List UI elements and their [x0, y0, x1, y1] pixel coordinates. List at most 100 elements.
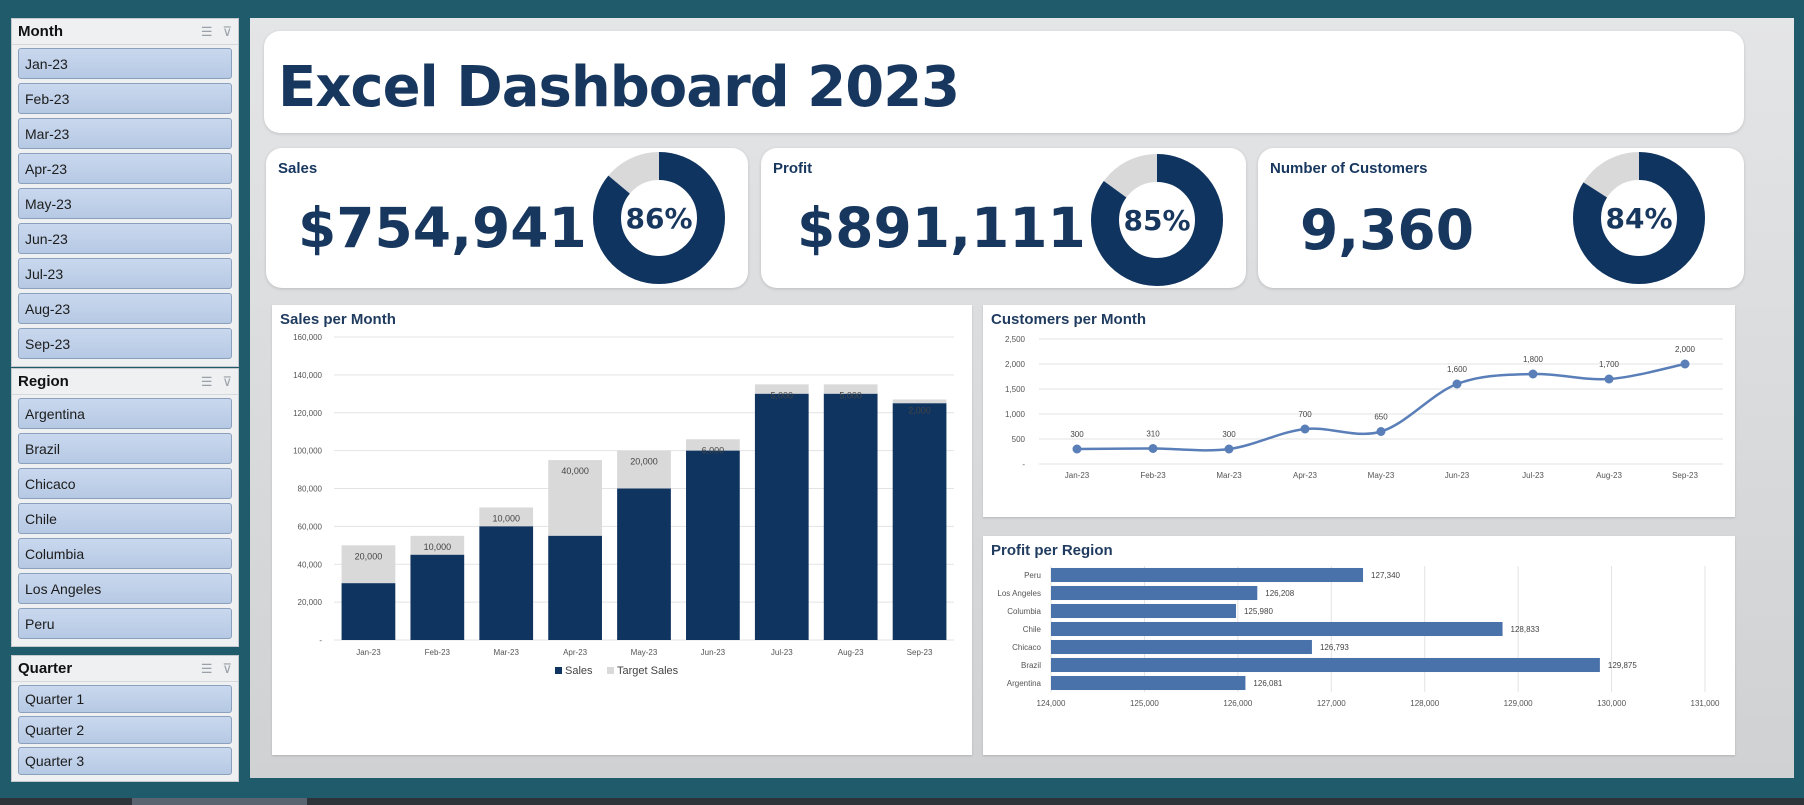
y-tick-label: -: [319, 636, 322, 645]
clear-filter-icon[interactable]: ⊽: [222, 23, 232, 39]
target-sales-bar: [548, 460, 602, 536]
clear-filter-icon[interactable]: ⊽: [222, 373, 232, 389]
quarter-slicer-item[interactable]: Quarter 3: [18, 747, 232, 775]
y-tick-label: Los Angeles: [997, 589, 1041, 598]
bar-data-label: 10,000: [424, 542, 452, 552]
profit-donut-arc: [1091, 154, 1223, 286]
x-tick-label: May-23: [631, 648, 658, 657]
y-tick-label: 140,000: [293, 371, 322, 380]
sheet-tab[interactable]: [132, 798, 307, 805]
x-tick-label: Mar-23: [1216, 471, 1242, 480]
x-tick-label: 130,000: [1597, 699, 1626, 708]
quarter-slicer: Quarter ☰ ⊽ Quarter 1 Quarter 2 Quarter 3: [11, 655, 239, 782]
multi-select-icon[interactable]: ☰: [200, 660, 213, 676]
region-slicer-item[interactable]: Los Angeles: [18, 573, 232, 604]
bar-data-label: 127,340: [1371, 571, 1400, 580]
legend-swatch-sales: [555, 667, 562, 674]
y-tick-label: 20,000: [298, 598, 323, 607]
target-sales-bar: [686, 439, 740, 451]
month-slicer-item[interactable]: Mar-23: [18, 118, 232, 149]
dashboard-area: Excel Dashboard 2023 Sales $754,941 86% …: [250, 18, 1794, 778]
y-tick-label: 1,000: [1005, 410, 1026, 419]
x-tick-label: Sep-23: [907, 648, 933, 657]
month-slicer-title: Month: [18, 23, 63, 40]
month-slicer-item[interactable]: Jul-23: [18, 258, 232, 289]
month-slicer-item[interactable]: May-23: [18, 188, 232, 219]
bar-data-label: 5,000: [771, 390, 794, 400]
x-tick-label: Jan-23: [1065, 471, 1090, 480]
y-tick-label: Brazil: [1021, 661, 1041, 670]
bar-data-label: 126,081: [1253, 679, 1282, 688]
x-tick-label: Apr-23: [1293, 471, 1318, 480]
bar-data-label: 126,208: [1265, 589, 1294, 598]
y-tick-label: Peru: [1024, 571, 1041, 580]
sales-chart-svg: - 20,000 40,000 60,000 80,000 100,000 120,000 1…: [293, 333, 954, 677]
region-slicer-title: Region: [18, 373, 69, 390]
multi-select-icon[interactable]: ☰: [200, 23, 213, 39]
region-slicer-item[interactable]: Chicaco: [18, 468, 232, 499]
x-tick-label: 126,000: [1223, 699, 1252, 708]
point-data-label: 310: [1146, 430, 1160, 439]
profit-donut: 85%: [1089, 152, 1225, 288]
target-sales-bar: [754, 384, 809, 394]
sales-bar: [754, 393, 809, 640]
month-slicer-item[interactable]: Jun-23: [18, 223, 232, 254]
month-slicer-item[interactable]: Feb-23: [18, 83, 232, 114]
region-slicer-item[interactable]: Brazil: [18, 433, 232, 464]
x-tick-label: Jan-23: [356, 648, 381, 657]
sales-bar: [479, 526, 534, 640]
x-tick-label: Jun-23: [1445, 471, 1470, 480]
multi-select-icon[interactable]: ☰: [200, 373, 213, 389]
target-sales-bar: [892, 399, 947, 404]
customers-kpi-value: 9,360: [1300, 198, 1474, 262]
y-tick-label: 2,500: [1005, 335, 1026, 344]
region-slicer-item[interactable]: Argentina: [18, 398, 232, 429]
x-tick-label: Jun-23: [701, 648, 726, 657]
sales-per-month-chart: Sales per Month - 20,000 40,000 60,000 80,00…: [272, 305, 972, 755]
bar-data-label: 2,000: [908, 405, 931, 415]
bar-data-label: 20,000: [630, 457, 658, 467]
bar-data-label: 129,875: [1608, 661, 1637, 670]
region-slicer-item[interactable]: Peru: [18, 608, 232, 639]
y-tick-label: 100,000: [293, 447, 322, 456]
month-slicer-item[interactable]: Sep-23: [18, 328, 232, 359]
bar-data-label: 5,000: [839, 390, 862, 400]
point-data-label: 1,600: [1447, 365, 1468, 374]
x-tick-label: Mar-23: [494, 648, 520, 657]
customers-point: [1148, 444, 1158, 453]
profit-chart-title: Profit per Region: [991, 542, 1113, 559]
y-tick-label: 120,000: [293, 409, 322, 418]
x-tick-label: 125,000: [1130, 699, 1159, 708]
x-tick-label: Sep-23: [1672, 471, 1698, 480]
month-slicer-item[interactable]: Jan-23: [18, 48, 232, 79]
sales-kpi-value: $754,941: [298, 196, 587, 260]
region-slicer: Region ☰ ⊽ Argentina Brazil Chicaco Chile Co…: [11, 368, 239, 647]
target-sales-bar: [823, 384, 878, 394]
customers-donut: 84%: [1571, 150, 1707, 286]
region-slicer-item[interactable]: Columbia: [18, 538, 232, 569]
clear-filter-icon[interactable]: ⊽: [222, 660, 232, 676]
legend-label-target: Target Sales: [617, 665, 679, 677]
y-tick-label: -: [1022, 460, 1025, 469]
x-tick-label: Feb-23: [1140, 471, 1166, 480]
x-tick-label: Apr-23: [563, 648, 588, 657]
quarter-slicer-items: Quarter 1 Quarter 2 Quarter 3: [12, 682, 238, 781]
bar-data-label: 128,833: [1511, 625, 1540, 634]
x-tick-label: 129,000: [1504, 699, 1533, 708]
customers-point: [1072, 444, 1082, 454]
quarter-slicer-header: Quarter ☰ ⊽: [12, 656, 238, 682]
y-tick-label: 2,000: [1005, 360, 1026, 369]
legend-swatch-target: [607, 667, 614, 674]
month-slicer-item[interactable]: Apr-23: [18, 153, 232, 184]
month-slicer-item[interactable]: Aug-23: [18, 293, 232, 324]
bar-data-label: 126,793: [1320, 643, 1349, 652]
region-slicer-item[interactable]: Chile: [18, 503, 232, 534]
quarter-slicer-item[interactable]: Quarter 2: [18, 716, 232, 744]
profit-kpi-value: $891,111: [797, 196, 1086, 260]
quarter-slicer-title: Quarter: [18, 660, 73, 677]
quarter-slicer-item[interactable]: Quarter 1: [18, 685, 232, 713]
bar-data-label: 10,000: [492, 513, 520, 523]
profit-kpi-label: Profit: [773, 160, 813, 177]
month-slicer-items: Jan-23 Feb-23 Mar-23 Apr-23 May-23 Jun-23 Jul-…: [12, 45, 238, 366]
legend-label-sales: Sales: [565, 665, 593, 677]
